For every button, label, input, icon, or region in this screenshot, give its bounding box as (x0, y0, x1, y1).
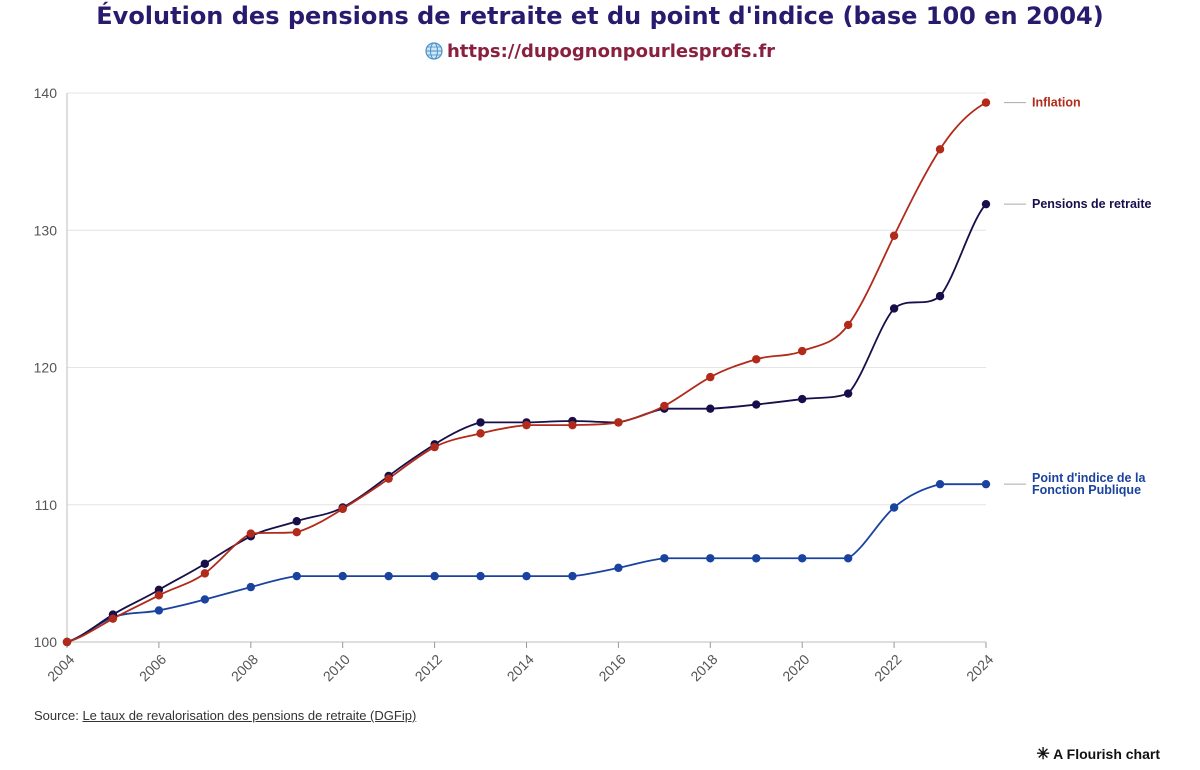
data-point[interactable] (384, 571, 393, 581)
data-point[interactable] (200, 559, 210, 568)
series-label: Pensions de retraite (1032, 197, 1152, 211)
data-point[interactable] (430, 571, 439, 581)
data-point[interactable] (981, 98, 991, 107)
data-point[interactable] (660, 554, 669, 563)
x-tick-label: 2018 (687, 651, 720, 684)
data-point[interactable] (200, 595, 210, 604)
chart-subtitle[interactable]: https://dupognonpourlesprofs.fr (0, 41, 1200, 65)
data-point[interactable] (614, 418, 623, 427)
data-point[interactable] (476, 571, 485, 581)
y-tick-label: 110 (35, 497, 58, 513)
data-point[interactable] (752, 554, 761, 563)
data-point[interactable] (476, 429, 485, 438)
data-point[interactable] (292, 528, 301, 537)
x-tick-label: 2020 (779, 651, 812, 684)
y-axis-ticks: 100 110 120 130 140 (34, 85, 58, 650)
x-tick-label: 2012 (412, 651, 445, 684)
source-note: Source: Le taux de revalorisation des pe… (34, 708, 416, 723)
subtitle-link[interactable]: https://dupognonpourlesprofs.fr (446, 41, 776, 62)
data-point[interactable] (752, 355, 761, 364)
x-tick-label: 2008 (228, 651, 261, 684)
data-point[interactable] (568, 420, 577, 430)
flourish-asterisk-icon: ✳ (1036, 746, 1050, 763)
data-point[interactable] (798, 394, 807, 404)
data-point[interactable] (660, 401, 669, 411)
chart-title: Évolution des pensions de retraite et du… (96, 2, 1104, 30)
y-tick-label: 120 (34, 360, 58, 376)
series-points (62, 98, 991, 647)
data-point[interactable] (62, 637, 72, 647)
data-point[interactable] (476, 418, 485, 427)
x-tick-label: 2022 (871, 651, 904, 684)
data-point[interactable] (889, 304, 899, 313)
credit-text: A Flourish chart (1053, 746, 1160, 762)
data-point[interactable] (522, 420, 531, 430)
data-point[interactable] (706, 404, 715, 413)
data-point[interactable] (843, 389, 853, 398)
data-point[interactable] (246, 529, 255, 538)
data-point[interactable] (752, 400, 761, 409)
series-line-inflation (66, 101, 987, 643)
data-point[interactable] (889, 231, 899, 240)
data-point[interactable] (843, 320, 853, 330)
data-point[interactable] (798, 554, 807, 563)
source-link[interactable]: Le taux de revalorisation des pensions d… (82, 708, 417, 723)
data-point[interactable] (338, 571, 347, 581)
y-tick-label: 130 (34, 222, 58, 238)
y-tick-label: 140 (34, 85, 58, 101)
data-point[interactable] (981, 479, 991, 489)
data-point[interactable] (430, 442, 439, 452)
data-point[interactable] (338, 504, 347, 514)
data-point[interactable] (935, 291, 945, 301)
data-point[interactable] (154, 606, 164, 615)
data-point[interactable] (935, 479, 945, 489)
data-point[interactable] (384, 474, 393, 483)
series-label: Inflation (1032, 96, 1081, 110)
x-tick-label: 2014 (504, 651, 537, 684)
flourish-credit[interactable]: ✳ A Flourish chart (1036, 744, 1160, 764)
source-label: Source: (34, 708, 79, 723)
data-point[interactable] (200, 569, 210, 578)
x-tick-label: 2016 (595, 651, 628, 684)
globe-icon (425, 42, 443, 65)
data-point[interactable] (154, 591, 164, 600)
data-point[interactable] (889, 503, 899, 512)
data-point[interactable] (108, 614, 118, 623)
data-point[interactable] (706, 372, 715, 382)
data-point[interactable] (246, 582, 255, 592)
data-point[interactable] (981, 199, 991, 209)
series-labels: Inflation Pensions de retraite Point d'ind… (1004, 96, 1152, 497)
x-tick-label: 2006 (136, 651, 169, 684)
x-tick-label: 2010 (320, 651, 353, 684)
data-point[interactable] (798, 346, 807, 356)
x-tick-label: 2004 (44, 651, 77, 684)
x-axis-ticks: 2004 2006 2008 2010 2012 2014 2016 2018 2020 2022… (44, 642, 997, 684)
data-point[interactable] (568, 571, 577, 581)
data-point[interactable] (843, 554, 853, 563)
data-point[interactable] (614, 563, 623, 573)
y-tick-label: 100 (34, 634, 58, 650)
data-point[interactable] (706, 554, 715, 563)
series-label: Point d'indice de la Fonction Publique (1032, 471, 1146, 497)
data-point[interactable] (522, 571, 531, 581)
data-point[interactable] (292, 571, 301, 581)
data-point[interactable] (292, 517, 301, 526)
x-tick-label: 2024 (963, 651, 996, 684)
data-point[interactable] (935, 145, 945, 154)
